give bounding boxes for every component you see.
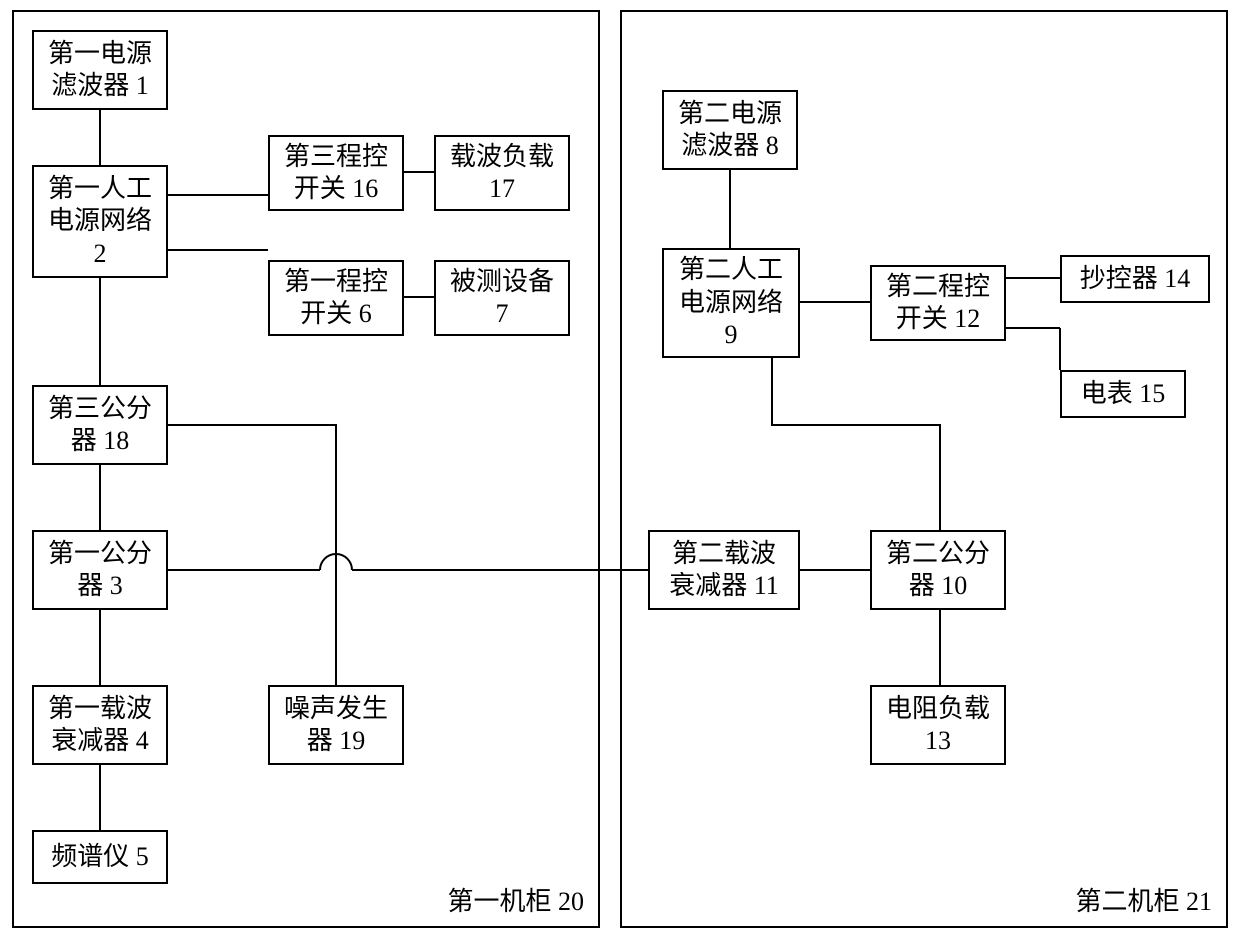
box-11: 第二载波衰减器 11 <box>648 530 800 610</box>
box-12-label: 第二程控开关 12 <box>886 271 990 336</box>
box-4: 第一载波衰减器 4 <box>32 685 168 765</box>
box-18: 第三公分器 18 <box>32 385 168 465</box>
cabinet-2-label: 第二机柜 21 <box>1075 881 1212 918</box>
box-8: 第二电源滤波器 8 <box>662 90 798 170</box>
box-13-label: 电阻负载13 <box>886 693 990 758</box>
box-18-label: 第三公分器 18 <box>48 393 152 458</box>
box-10: 第二公分器 10 <box>870 530 1006 610</box>
box-15: 电表 15 <box>1060 370 1186 418</box>
box-4-label: 第一载波衰减器 4 <box>48 693 152 758</box>
box-16-label: 第三程控开关 16 <box>284 141 388 206</box>
box-17-label: 载波负载17 <box>450 141 554 206</box>
box-15-label: 电表 15 <box>1081 378 1166 411</box>
box-13: 电阻负载13 <box>870 685 1006 765</box>
box-14: 抄控器 14 <box>1060 255 1210 303</box>
box-3-label: 第一公分器 3 <box>48 538 152 603</box>
box-17: 载波负载17 <box>434 135 570 211</box>
box-11-label: 第二载波衰减器 11 <box>669 538 779 603</box>
box-10-label: 第二公分器 10 <box>886 538 990 603</box>
box-19-label: 噪声发生器 19 <box>284 693 388 758</box>
box-1: 第一电源滤波器 1 <box>32 30 168 110</box>
box-7: 被测设备7 <box>434 260 570 336</box>
box-6: 第一程控开关 6 <box>268 260 404 336</box>
box-12: 第二程控开关 12 <box>870 265 1006 341</box>
box-8-label: 第二电源滤波器 8 <box>678 98 782 163</box>
box-5-label: 频谱仪 5 <box>51 841 149 874</box>
box-9-label: 第二人工电源网络9 <box>679 254 783 352</box>
box-7-label: 被测设备7 <box>450 266 554 331</box>
diagram-canvas: 第一机柜 20 第二机柜 21 第一电源滤波器 1 第一人工电源网络2 第三程控… <box>0 0 1240 946</box>
box-2: 第一人工电源网络2 <box>32 165 168 278</box>
box-16: 第三程控开关 16 <box>268 135 404 211</box>
box-2-label: 第一人工电源网络2 <box>48 173 152 271</box>
box-5: 频谱仪 5 <box>32 830 168 884</box>
cabinet-1-label: 第一机柜 20 <box>447 881 584 918</box>
box-14-label: 抄控器 14 <box>1080 263 1191 296</box>
box-19: 噪声发生器 19 <box>268 685 404 765</box>
box-6-label: 第一程控开关 6 <box>284 266 388 331</box>
box-1-label: 第一电源滤波器 1 <box>48 38 152 103</box>
box-9: 第二人工电源网络9 <box>662 248 800 358</box>
box-3: 第一公分器 3 <box>32 530 168 610</box>
